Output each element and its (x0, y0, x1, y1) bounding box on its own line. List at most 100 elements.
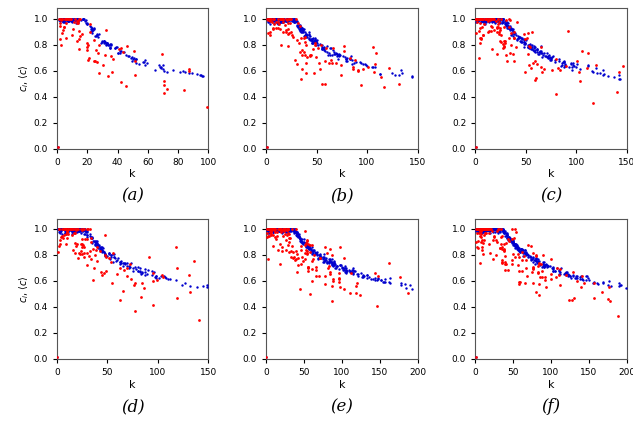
Point (582, 62, 592, 69)
Point (281, 16, 291, 22)
Point (296, 51, 306, 58)
Point (521, 248, 531, 255)
Point (85, 231, 95, 238)
Point (334, 53, 344, 60)
Point (484, 16, 494, 22)
Point (501, 234, 511, 241)
Point (546, 56, 556, 63)
Point (266, 16, 277, 22)
Point (495, 25, 505, 32)
Point (285, 226, 296, 233)
Point (66, 16, 76, 22)
Point (99, 251, 110, 257)
Point (295, 25, 305, 32)
Point (572, 273, 582, 280)
Point (523, 252, 533, 258)
Point (508, 26, 518, 32)
Point (324, 257, 334, 264)
Point (270, 226, 280, 233)
Point (325, 256, 335, 262)
Point (54, 240, 65, 247)
Point (58, 16, 68, 22)
Point (614, 76, 624, 83)
Point (532, 46, 542, 53)
Point (61, 20, 72, 27)
Point (375, 70, 385, 77)
Point (522, 35, 532, 41)
Point (499, 20, 510, 27)
Point (263, 226, 273, 233)
Point (494, 18, 504, 25)
Point (308, 38, 318, 44)
Point (269, 16, 279, 22)
Point (508, 237, 518, 243)
Point (530, 260, 541, 267)
Point (476, 16, 486, 22)
Point (375, 70, 385, 77)
Point (265, 226, 275, 233)
Point (292, 232, 302, 239)
Point (150, 67, 160, 73)
Point (91, 240, 101, 246)
Point (62, 228, 72, 235)
Point (503, 20, 513, 27)
Point (318, 251, 329, 257)
Point (577, 272, 587, 279)
Point (494, 16, 505, 22)
Point (555, 270, 565, 277)
Point (483, 16, 493, 22)
Point (301, 30, 311, 37)
Point (288, 226, 298, 233)
X-axis label: k: k (548, 169, 554, 179)
Point (351, 283, 361, 290)
Point (565, 273, 575, 280)
Point (265, 16, 275, 22)
Point (285, 16, 295, 22)
Point (368, 69, 379, 76)
Point (478, 226, 488, 233)
Point (68, 16, 78, 23)
Point (478, 227, 488, 233)
Point (292, 233, 302, 240)
Point (73, 226, 84, 233)
Point (265, 226, 275, 233)
Point (77, 16, 87, 22)
Point (293, 23, 303, 30)
Point (279, 226, 289, 233)
Point (327, 51, 337, 58)
Point (328, 276, 338, 282)
Point (489, 16, 499, 22)
Point (58, 226, 68, 233)
Point (265, 17, 275, 24)
Point (496, 32, 506, 38)
Point (497, 232, 507, 239)
Point (515, 248, 525, 255)
Point (82, 231, 92, 238)
Point (61, 227, 72, 234)
Point (505, 50, 515, 57)
Point (387, 70, 398, 76)
Point (291, 230, 301, 236)
Point (477, 237, 487, 243)
Point (548, 66, 558, 73)
Point (323, 59, 334, 66)
Point (268, 226, 278, 233)
Point (292, 231, 303, 238)
Point (518, 247, 528, 254)
Point (113, 254, 123, 261)
Point (498, 44, 508, 51)
Point (273, 19, 284, 26)
Point (330, 265, 340, 272)
Point (481, 226, 491, 233)
Point (265, 16, 275, 22)
Point (65, 226, 75, 233)
Point (329, 260, 339, 267)
Point (96, 38, 106, 45)
Point (56, 234, 66, 241)
Point (506, 41, 516, 48)
Point (277, 16, 287, 22)
Point (66, 227, 77, 234)
Point (91, 241, 101, 248)
Point (304, 249, 315, 255)
Point (493, 16, 503, 22)
